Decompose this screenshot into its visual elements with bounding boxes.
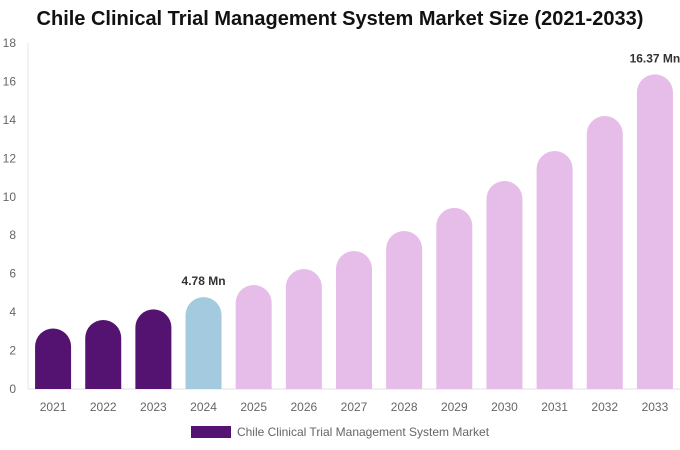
bar-2028 <box>386 230 423 389</box>
bar-2023 <box>135 309 172 389</box>
x-tick-label: 2033 <box>642 400 669 414</box>
x-tick-label: 2031 <box>541 400 568 414</box>
x-tick-label: 2029 <box>441 400 468 414</box>
y-tick-label: 6 <box>9 267 16 281</box>
bar-2031 <box>536 151 573 389</box>
bar-2032 <box>586 116 623 390</box>
bar-2027 <box>336 250 372 389</box>
bar-2022 <box>85 319 122 389</box>
y-tick-label: 10 <box>3 190 17 204</box>
x-tick-label: 2032 <box>591 400 618 414</box>
bar-2021 <box>35 328 72 389</box>
legend-swatch <box>190 426 231 438</box>
y-tick-label: 14 <box>3 113 17 127</box>
y-tick-label: 16 <box>3 74 17 88</box>
bar-2029 <box>436 207 473 389</box>
data-label-2024: 4.78 Mn <box>182 274 226 288</box>
x-tick-label: 2023 <box>140 400 167 414</box>
chart-title: Chile Clinical Trial Management System M… <box>36 8 644 30</box>
y-tick-label: 0 <box>9 382 16 396</box>
y-tick-label: 8 <box>9 228 16 242</box>
bar-2025 <box>235 285 272 389</box>
x-tick-label: 2027 <box>341 400 368 414</box>
y-tick-label: 18 <box>3 36 17 50</box>
x-tick-label: 2024 <box>190 400 217 414</box>
y-tick-label: 4 <box>9 305 16 319</box>
x-tick-label: 2025 <box>240 400 267 414</box>
bar-2030 <box>486 181 523 389</box>
x-tick-label: 2022 <box>90 400 117 414</box>
legend: Chile Clinical Trial Management System M… <box>0 425 680 439</box>
bar-2026 <box>285 269 322 389</box>
y-tick-label: 2 <box>9 344 16 358</box>
data-label-2033: 16.37 Mn <box>630 51 680 65</box>
bar-2033 <box>636 74 673 390</box>
x-tick-label: 2026 <box>290 400 317 414</box>
x-tick-label: 2030 <box>491 400 518 414</box>
y-tick-label: 12 <box>3 151 17 165</box>
x-tick-label: 2028 <box>391 400 418 414</box>
legend-label: Chile Clinical Trial Management System M… <box>236 425 490 439</box>
bar-2024 <box>185 297 222 389</box>
x-tick-label: 2021 <box>40 400 67 414</box>
